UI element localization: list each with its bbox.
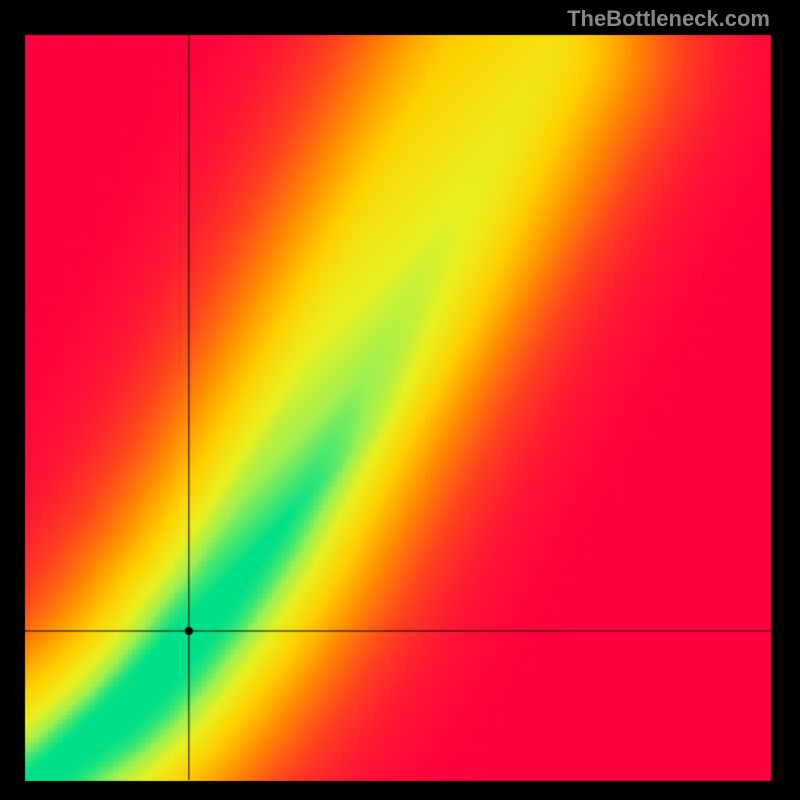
bottleneck-heatmap — [0, 0, 800, 800]
chart-container: TheBottleneck.com — [0, 0, 800, 800]
watermark-text: TheBottleneck.com — [567, 6, 770, 32]
